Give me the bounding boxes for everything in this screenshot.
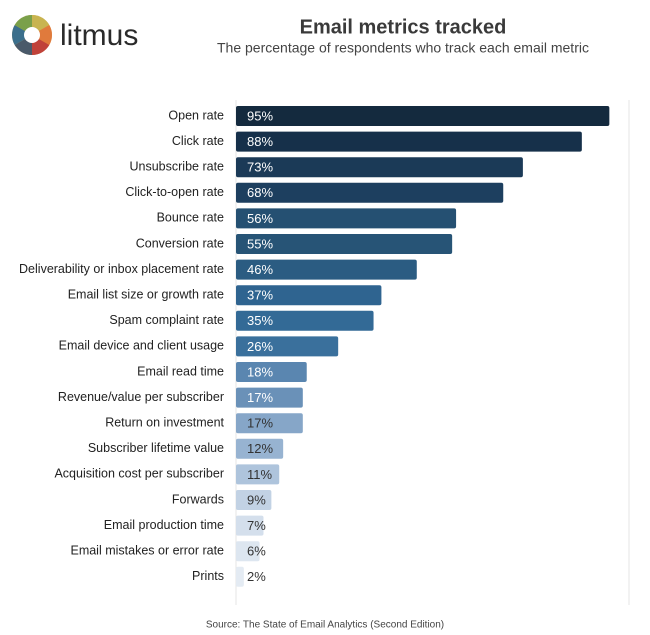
bar [236,438,284,459]
value-label: 88% [247,134,273,149]
bar [236,387,303,408]
y-tick-label: Prints [192,569,224,583]
y-tick-label: Conversion rate [136,236,224,250]
bar [236,310,374,331]
logo-icon [12,15,52,55]
y-tick-label: Email list size or growth rate [68,287,224,301]
bar [236,208,457,229]
value-label: 2% [247,569,266,584]
y-tick-label: Deliverability or inbox placement rate [19,262,224,276]
bar [236,541,260,562]
value-label: 73% [247,160,273,175]
value-label: 18% [247,364,273,379]
y-tick-label: Click rate [172,134,224,148]
y-tick-label: Bounce rate [157,211,224,225]
value-label: 46% [247,262,273,277]
value-label: 11% [247,467,272,482]
bar [236,182,504,203]
bar [236,157,523,178]
brand-name: litmus [60,19,138,52]
bar [236,106,610,126]
value-label: 12% [247,441,273,456]
bar [236,413,303,434]
y-tick-label: Email mistakes or error rate [70,543,224,557]
chart-title: Email metrics tracked [300,16,507,38]
value-label: 26% [247,339,273,354]
value-label: 17% [247,416,273,431]
value-label: 17% [247,390,273,405]
bar [236,566,244,587]
y-tick-label: Open rate [168,108,224,122]
bar [236,234,453,254]
y-tick-label: Acquisition cost per subscriber [54,467,224,481]
value-label: 68% [247,185,273,200]
bar [236,285,382,306]
y-tick-label: Email read time [137,364,224,378]
value-label: 35% [247,313,273,328]
y-tick-label: Spam complaint rate [109,313,224,327]
source: Source: The State of Email Analytics (Se… [206,620,444,631]
y-tick-label: Subscriber lifetime value [88,441,224,455]
y-tick-label: Click-to-open rate [125,185,224,199]
value-label: 7% [247,518,266,533]
y-tick-label: Revenue/value per subscriber [58,390,224,404]
y-tick-label: Unsubscribe rate [130,159,225,173]
y-tick-label: Email production time [104,518,224,532]
value-label: 56% [247,211,273,226]
value-label: 9% [247,492,266,507]
bar [236,464,280,485]
value-label: 37% [247,288,273,303]
value-label: 6% [247,544,266,559]
bar [236,131,582,152]
y-tick-label: Email device and client usage [59,339,224,353]
bar [236,490,272,510]
y-tick-label: Return on investment [105,415,224,429]
value-label: 55% [247,236,273,251]
y-tick-label: Forwards [172,492,224,506]
bar [236,515,264,536]
bar [236,336,339,357]
bar [236,259,417,280]
bar [236,362,307,382]
value-label: 95% [247,108,273,123]
chart-subtitle: The percentage of respondents who track … [217,40,589,56]
